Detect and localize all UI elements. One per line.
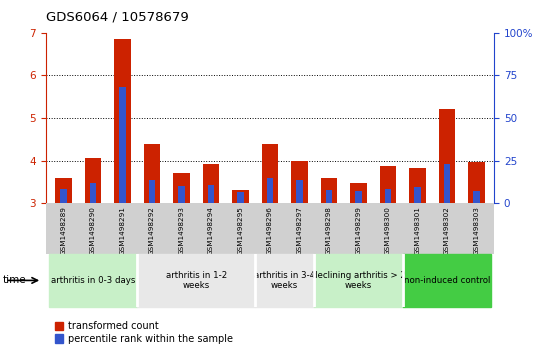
Bar	[119, 87, 126, 203]
Text: GSM1498298: GSM1498298	[326, 206, 332, 255]
Bar	[326, 191, 332, 203]
Bar	[60, 189, 67, 203]
Bar	[237, 192, 244, 203]
Bar	[203, 164, 219, 203]
Bar	[178, 186, 185, 203]
Text: GSM1498292: GSM1498292	[149, 206, 155, 255]
Text: time: time	[3, 276, 26, 285]
Bar	[208, 185, 214, 203]
Text: GSM1498293: GSM1498293	[179, 206, 185, 255]
Bar	[439, 110, 455, 203]
Text: GSM1498291: GSM1498291	[119, 206, 126, 255]
Bar	[232, 191, 248, 203]
Bar	[144, 144, 160, 203]
Bar	[444, 164, 450, 203]
Bar	[292, 162, 308, 203]
Text: arthritis in 3-4
weeks: arthritis in 3-4 weeks	[254, 271, 315, 290]
Text: arthritis in 0-3 days: arthritis in 0-3 days	[51, 276, 135, 285]
Text: arthritis in 1-2
weeks: arthritis in 1-2 weeks	[166, 271, 227, 290]
Text: GSM1498294: GSM1498294	[208, 206, 214, 255]
Bar	[149, 180, 156, 203]
Legend: transformed count, percentile rank within the sample: transformed count, percentile rank withi…	[51, 317, 237, 348]
Text: declining arthritis > 2
weeks: declining arthritis > 2 weeks	[312, 271, 406, 290]
Text: GSM1498301: GSM1498301	[414, 206, 421, 255]
Bar	[468, 162, 484, 203]
Bar	[85, 159, 101, 203]
Text: GSM1498295: GSM1498295	[238, 206, 244, 255]
Text: GSM1498303: GSM1498303	[474, 206, 480, 255]
Bar	[114, 39, 131, 203]
Text: GSM1498296: GSM1498296	[267, 206, 273, 255]
Bar	[414, 187, 421, 203]
Bar	[314, 254, 403, 307]
Bar	[409, 168, 426, 203]
Text: GDS6064 / 10578679: GDS6064 / 10578679	[46, 11, 188, 24]
Bar	[350, 183, 367, 203]
Text: non-induced control: non-induced control	[404, 276, 490, 285]
Bar	[355, 191, 362, 203]
Text: GSM1498299: GSM1498299	[355, 206, 361, 255]
Bar	[255, 254, 314, 307]
Bar	[296, 180, 303, 203]
Bar	[380, 166, 396, 203]
Text: GSM1498300: GSM1498300	[385, 206, 391, 255]
Text: GSM1498290: GSM1498290	[90, 206, 96, 255]
Bar	[321, 178, 337, 203]
Bar	[49, 254, 137, 307]
Bar	[90, 183, 96, 203]
Bar	[403, 254, 491, 307]
Bar	[56, 178, 72, 203]
Bar	[384, 189, 391, 203]
Text: GSM1498302: GSM1498302	[444, 206, 450, 255]
Text: GSM1498297: GSM1498297	[296, 206, 302, 255]
Bar	[137, 254, 255, 307]
Bar	[262, 144, 278, 203]
Text: GSM1498289: GSM1498289	[60, 206, 66, 255]
Bar	[267, 178, 273, 203]
Bar	[473, 191, 480, 203]
Bar	[173, 174, 190, 203]
